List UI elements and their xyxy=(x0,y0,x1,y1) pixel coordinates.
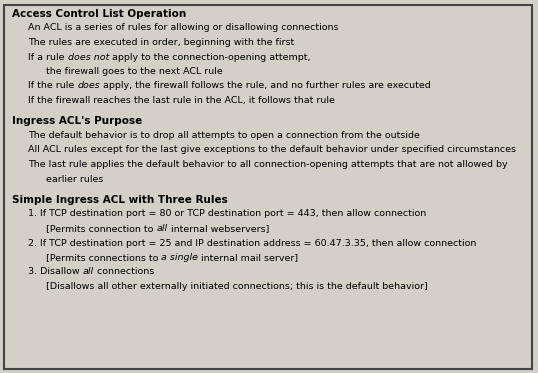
Text: 2. If TCP destination port = 25 and IP destination address = 60.47.3.35, then al: 2. If TCP destination port = 25 and IP d… xyxy=(28,238,476,248)
Text: 1. If TCP destination port = 80 or TCP destination port = 443, then allow connec: 1. If TCP destination port = 80 or TCP d… xyxy=(28,210,426,219)
Text: [Permits connection to: [Permits connection to xyxy=(46,224,157,233)
Text: If the firewall reaches the last rule in the ACL, it follows that rule: If the firewall reaches the last rule in… xyxy=(28,96,335,105)
Text: Access Control List Operation: Access Control List Operation xyxy=(12,9,186,19)
Text: does not: does not xyxy=(67,53,109,62)
Text: connections: connections xyxy=(94,267,154,276)
Text: [Permits connections to: [Permits connections to xyxy=(46,253,161,262)
Text: apply, the firewall follows the rule, and no further rules are executed: apply, the firewall follows the rule, an… xyxy=(100,81,431,91)
Text: all: all xyxy=(83,267,94,276)
Text: a single: a single xyxy=(161,253,199,262)
Text: If a rule: If a rule xyxy=(28,53,67,62)
Text: An ACL is a series of rules for allowing or disallowing connections: An ACL is a series of rules for allowing… xyxy=(28,23,338,32)
Text: Simple Ingress ACL with Three Rules: Simple Ingress ACL with Three Rules xyxy=(12,195,228,205)
Text: does: does xyxy=(77,81,100,91)
Text: apply to the connection-opening attempt,: apply to the connection-opening attempt, xyxy=(109,53,310,62)
Text: internal webservers]: internal webservers] xyxy=(167,224,269,233)
Text: The last rule applies the default behavior to all connection-opening attempts th: The last rule applies the default behavi… xyxy=(28,160,508,169)
Text: [Disallows all other externally initiated connections; this is the default behav: [Disallows all other externally initiate… xyxy=(46,282,428,291)
Text: the firewall goes to the next ACL rule: the firewall goes to the next ACL rule xyxy=(46,67,223,76)
Text: 3. Disallow: 3. Disallow xyxy=(28,267,83,276)
Text: all: all xyxy=(157,224,167,233)
Text: If the rule: If the rule xyxy=(28,81,77,91)
Text: The default behavior is to drop all attempts to open a connection from the outsi: The default behavior is to drop all atte… xyxy=(28,131,420,140)
Text: Ingress ACL's Purpose: Ingress ACL's Purpose xyxy=(12,116,142,126)
Text: internal mail server]: internal mail server] xyxy=(199,253,299,262)
Text: The rules are executed in order, beginning with the first: The rules are executed in order, beginni… xyxy=(28,38,294,47)
FancyBboxPatch shape xyxy=(4,5,532,369)
Text: earlier rules: earlier rules xyxy=(46,175,103,184)
Text: All ACL rules except for the last give exceptions to the default behavior under : All ACL rules except for the last give e… xyxy=(28,145,516,154)
